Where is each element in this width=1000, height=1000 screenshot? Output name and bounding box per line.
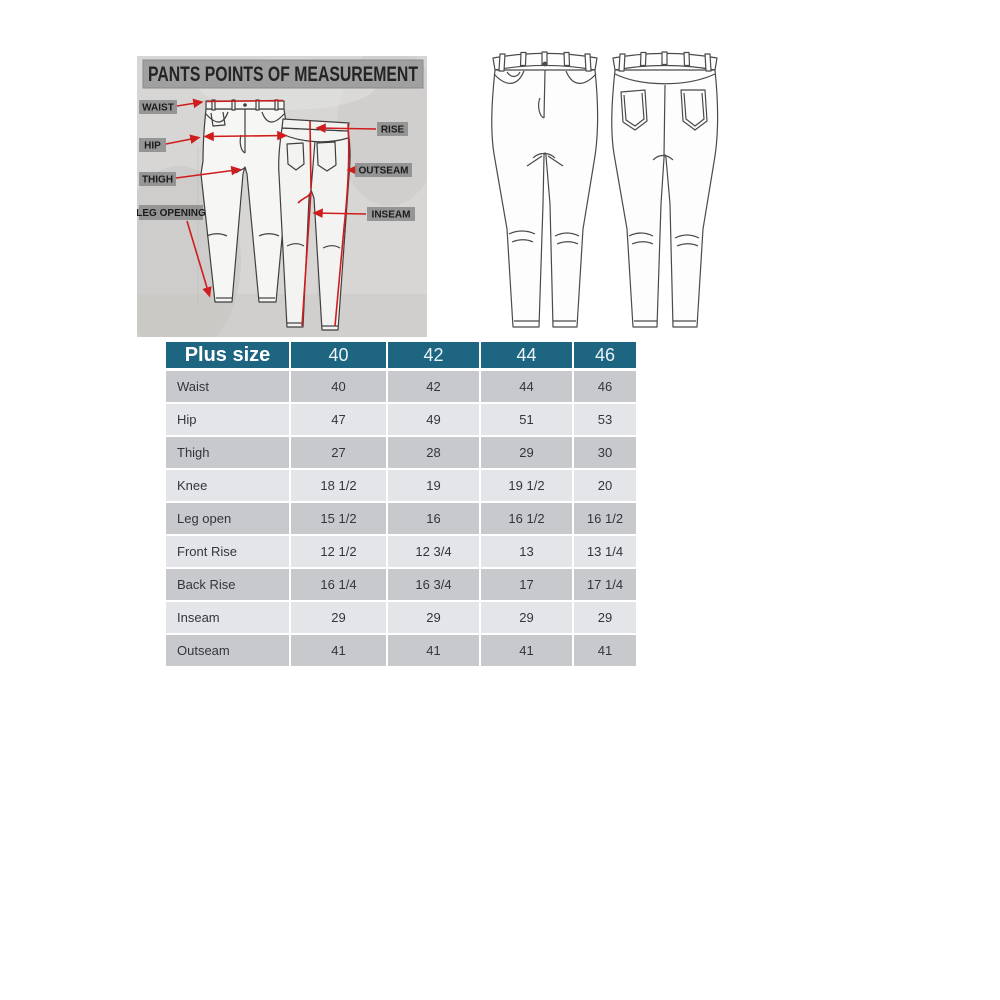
cell-value: 12 1/2	[291, 536, 386, 567]
cell-value: 27	[291, 437, 386, 468]
cell-value: 29	[291, 602, 386, 633]
diagram-title: PANTS POINTS OF MEASUREMENT	[148, 63, 418, 86]
size-column-header: 44	[481, 342, 572, 368]
cell-value: 16 1/2	[481, 503, 572, 534]
cell-value: 41	[481, 635, 572, 666]
hip-label: HIP	[144, 141, 161, 152]
table-row: Knee 18 1/2 19 19 1/2 20	[166, 470, 636, 501]
rise-label: RISE	[381, 125, 405, 136]
cell-value: 13	[481, 536, 572, 567]
cell-value: 20	[574, 470, 636, 501]
size-chart-title-cell: Plus size	[166, 342, 289, 368]
cell-value: 40	[291, 371, 386, 402]
cell-value: 29	[574, 602, 636, 633]
cell-value: 19 1/2	[481, 470, 572, 501]
cell-value: 15 1/2	[291, 503, 386, 534]
cell-value: 30	[574, 437, 636, 468]
cell-value: 29	[481, 437, 572, 468]
cell-value: 41	[388, 635, 479, 666]
cell-value: 49	[388, 404, 479, 435]
measurement-labels: WAIST HIP THIGH LEG OPENING RISE OUTSEAM…	[137, 100, 415, 221]
cell-value: 16 1/2	[574, 503, 636, 534]
cell-value: 47	[291, 404, 386, 435]
table-row: Outseam 41 41 41 41	[166, 635, 636, 666]
table-row: Front Rise 12 1/2 12 3/4 13 13 1/4	[166, 536, 636, 567]
row-label: Hip	[166, 404, 289, 435]
row-label: Outseam	[166, 635, 289, 666]
cell-value: 19	[388, 470, 479, 501]
cell-value: 16	[388, 503, 479, 534]
cell-value: 17 1/4	[574, 569, 636, 600]
jeans-flat-sketches	[487, 44, 722, 334]
cell-value: 41	[574, 635, 636, 666]
table-row: Waist 40 42 44 46	[166, 371, 636, 402]
diagram-title-bar	[142, 59, 424, 89]
measurement-lines	[165, 98, 377, 327]
cell-value: 18 1/2	[291, 470, 386, 501]
row-label: Inseam	[166, 602, 289, 633]
table-row: Thigh 27 28 29 30	[166, 437, 636, 468]
table-row: Hip 47 49 51 53	[166, 404, 636, 435]
pants-measurement-diagram: PANTS POINTS OF MEASUREMENT	[137, 56, 427, 337]
cell-value: 41	[291, 635, 386, 666]
back-pants-sketch	[278, 118, 351, 331]
table-row: Inseam 29 29 29 29	[166, 602, 636, 633]
cell-value: 44	[481, 371, 572, 402]
size-column-header: 40	[291, 342, 386, 368]
table-row: Leg open 15 1/2 16 16 1/2 16 1/2	[166, 503, 636, 534]
cell-value: 29	[388, 602, 479, 633]
cell-value: 12 3/4	[388, 536, 479, 567]
cell-value: 46	[574, 371, 636, 402]
cell-value: 29	[481, 602, 572, 633]
cell-value: 13 1/4	[574, 536, 636, 567]
cell-value: 53	[574, 404, 636, 435]
leg-opening-label: LEG OPENING	[137, 208, 206, 219]
cell-value: 28	[388, 437, 479, 468]
cell-value: 42	[388, 371, 479, 402]
cell-value: 51	[481, 404, 572, 435]
size-chart-table: Plus size 40 42 44 46 Waist 40 42 44 46 …	[166, 342, 636, 668]
row-label: Front Rise	[166, 536, 289, 567]
table-row: Back Rise 16 1/4 16 3/4 17 17 1/4	[166, 569, 636, 600]
thigh-label: THIGH	[142, 175, 173, 186]
row-label: Leg open	[166, 503, 289, 534]
row-label: Back Rise	[166, 569, 289, 600]
cell-value: 16 1/4	[291, 569, 386, 600]
row-label: Knee	[166, 470, 289, 501]
size-column-header: 46	[574, 342, 636, 368]
row-label: Waist	[166, 371, 289, 402]
outseam-label: OUTSEAM	[359, 166, 409, 177]
size-chart-header-row: Plus size 40 42 44 46	[166, 342, 636, 368]
cell-value: 17	[481, 569, 572, 600]
jeans-front-flat-sketch	[491, 51, 599, 328]
size-column-header: 42	[388, 342, 479, 368]
jeans-back-flat-sketch	[611, 51, 719, 328]
waist-label: WAIST	[142, 103, 174, 114]
inseam-label: INSEAM	[372, 210, 411, 221]
row-label: Thigh	[166, 437, 289, 468]
cell-value: 16 3/4	[388, 569, 479, 600]
